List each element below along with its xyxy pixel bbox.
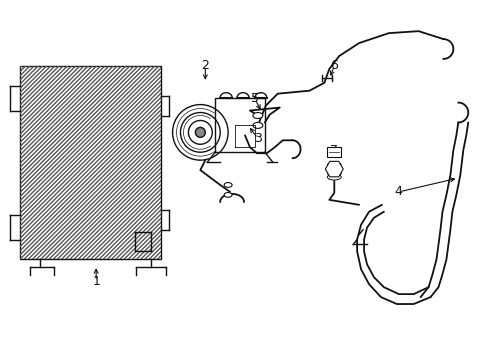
Bar: [20, 66, 161, 260]
Ellipse shape: [252, 122, 263, 129]
Ellipse shape: [326, 166, 341, 172]
Text: 6: 6: [330, 59, 338, 72]
Text: 1: 1: [92, 275, 100, 288]
Circle shape: [195, 127, 205, 137]
Text: 7: 7: [329, 144, 338, 157]
Text: 4: 4: [394, 185, 402, 198]
Ellipse shape: [252, 113, 263, 118]
Text: 5: 5: [250, 92, 258, 105]
Ellipse shape: [326, 170, 341, 176]
Ellipse shape: [224, 193, 232, 197]
Polygon shape: [325, 161, 343, 177]
Bar: [326, 147, 341, 157]
Ellipse shape: [326, 162, 341, 168]
Text: 2: 2: [201, 59, 209, 72]
Text: 3: 3: [253, 132, 261, 145]
Ellipse shape: [326, 174, 341, 180]
Bar: [20, 66, 161, 260]
Ellipse shape: [224, 183, 232, 187]
